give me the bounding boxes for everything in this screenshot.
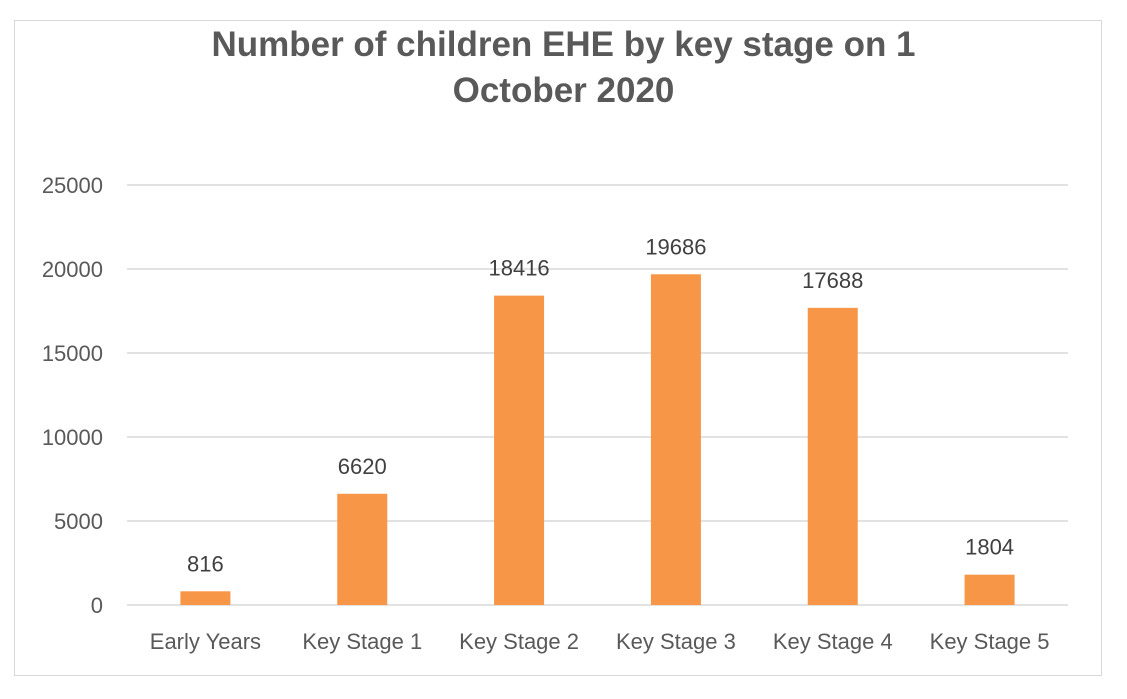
data-label: 19686 (645, 234, 706, 259)
data-label: 6620 (338, 454, 387, 479)
x-category-label: Key Stage 4 (773, 629, 893, 654)
chart-title: Number of children EHE by key stage on 1… (0, 22, 1127, 114)
bar (494, 295, 545, 605)
bar (807, 307, 858, 605)
y-tick-label: 0 (91, 593, 103, 618)
y-tick-label: 15000 (42, 341, 103, 366)
chart-title-line-2: October 2020 (452, 71, 675, 110)
x-category-label: Early Years (150, 629, 261, 654)
x-category-label: Key Stage 5 (930, 629, 1050, 654)
y-tick-label: 20000 (42, 257, 103, 282)
y-tick-label: 5000 (54, 509, 103, 534)
x-category-label: Key Stage 3 (616, 629, 736, 654)
data-label: 1804 (965, 535, 1014, 560)
data-label: 18416 (488, 256, 549, 281)
chart-title-line-1: Number of children EHE by key stage on 1 (211, 25, 916, 64)
bar (180, 591, 231, 605)
data-label: 816 (187, 551, 224, 576)
x-category-label: Key Stage 1 (302, 629, 422, 654)
y-tick-label: 25000 (42, 173, 103, 198)
bar (337, 493, 388, 605)
x-category-label: Key Stage 2 (459, 629, 579, 654)
bar (650, 274, 701, 605)
bar (964, 574, 1015, 605)
data-label: 17688 (802, 268, 863, 293)
chart-frame (14, 20, 1102, 676)
y-tick-label: 10000 (42, 425, 103, 450)
